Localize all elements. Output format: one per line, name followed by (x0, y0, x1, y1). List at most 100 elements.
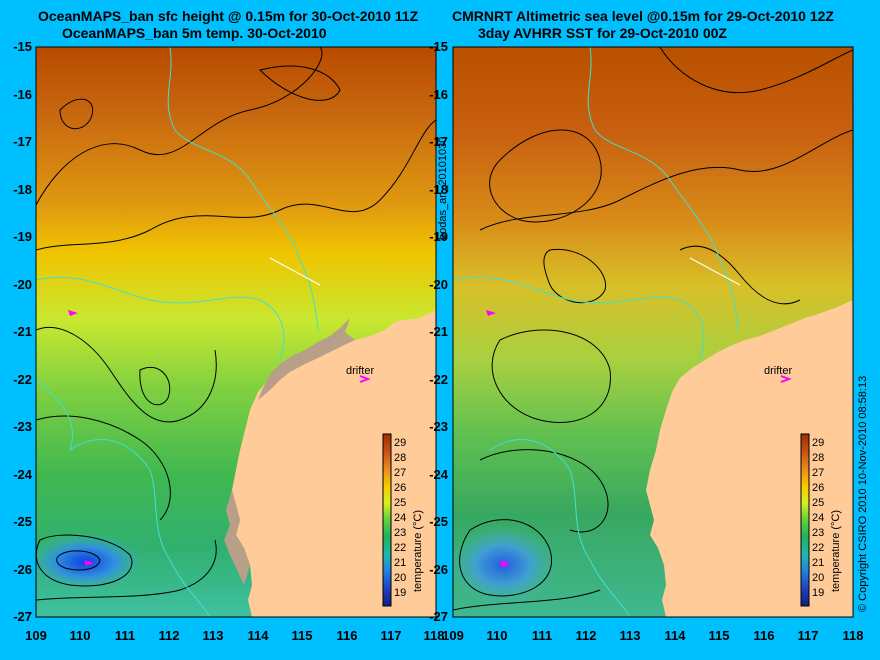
right-title-line1: CMRNRT Altimetric sea level @0.15m for 2… (452, 8, 834, 24)
right-panel-title: CMRNRT Altimetric sea level @0.15m for 2… (452, 8, 834, 42)
y-tick-label: -20 (429, 277, 448, 292)
x-tick-label: 113 (619, 628, 641, 643)
right-map-frame (452, 46, 854, 618)
x-tick-label: 115 (708, 628, 730, 643)
x-tick-label: 112 (575, 628, 597, 643)
colorbar-tick: 20 (812, 572, 825, 584)
y-tick-label: -17 (13, 134, 32, 149)
colorbar-tick: 20 (394, 572, 407, 584)
colorbar-tick: 27 (812, 467, 825, 479)
colorbar-tick: 23 (812, 527, 825, 539)
left-colorbar (382, 433, 392, 607)
x-tick-label: 115 (291, 628, 313, 643)
left-map-frame (35, 46, 437, 618)
y-tick-label: -15 (429, 39, 448, 54)
colorbar-tick: 22 (394, 542, 407, 554)
colorbar-tick: 29 (812, 437, 825, 449)
left-height-contours (36, 47, 436, 601)
left-drifter-marker-south (84, 560, 94, 566)
right-drifter-label: drifter (764, 365, 793, 377)
y-tick-label: -20 (13, 277, 32, 292)
colorbar-tick: 19 (394, 587, 407, 599)
y-tick-label: -21 (429, 324, 448, 339)
left-colorbar-label: temperature (°C) (412, 509, 424, 592)
y-tick-label: -16 (13, 87, 32, 102)
right-colorbar (800, 433, 810, 607)
left-title-line2: OceanMAPS_ban 5m temp. 30-Oct-2010 (62, 25, 327, 41)
left-title-line1: OceanMAPS_ban sfc height @ 0.15m for 30-… (38, 8, 419, 24)
x-tick-label: 116 (753, 628, 775, 643)
colorbar-tick: 24 (394, 512, 407, 524)
colorbar-tick: 28 (394, 452, 407, 464)
right-map (453, 47, 853, 617)
right-drifter-marker-north (486, 310, 496, 316)
x-tick-label: 118 (842, 628, 864, 643)
colorbar-tick: 22 (812, 542, 825, 554)
x-tick-label: 113 (202, 628, 224, 643)
right-drifter-arrow (780, 375, 792, 383)
y-tick-label: -26 (429, 562, 448, 577)
left-drifter-arrow (359, 375, 371, 383)
x-tick-label: 110 (69, 628, 91, 643)
left-drifter-marker-north (68, 310, 78, 316)
x-tick-label: 112 (158, 628, 180, 643)
y-tick-label: -26 (13, 562, 32, 577)
right-height-contours (453, 47, 853, 611)
y-tick-label: -27 (13, 609, 32, 624)
colorbar-tick: 27 (394, 467, 407, 479)
left-panel-title: OceanMAPS_ban sfc height @ 0.15m for 30-… (38, 8, 418, 42)
y-tick-label: -25 (13, 514, 32, 529)
y-tick-label: -23 (13, 419, 32, 434)
y-tick-label: -19 (13, 229, 32, 244)
x-tick-label: 117 (797, 628, 819, 643)
colorbar-tick: 29 (394, 437, 407, 449)
left-coastal-band (258, 318, 355, 400)
colorbar-tick: 21 (812, 557, 825, 569)
x-tick-label: 111 (114, 628, 136, 643)
y-tick-label: -27 (429, 609, 448, 624)
colorbar-tick: 26 (812, 482, 825, 494)
right-cyan-contours (453, 47, 739, 617)
side-label: bodas_an_20101030 (437, 136, 449, 240)
right-colorbar-label: temperature (°C) (830, 509, 842, 592)
x-tick-label: 118 (423, 628, 445, 643)
copyright-label: © Copyright CSIRO 2010 10-Nov-2010 08:58… (857, 375, 869, 612)
colorbar-tick: 25 (812, 497, 825, 509)
y-tick-label: -24 (429, 467, 448, 482)
colorbar-tick: 26 (394, 482, 407, 494)
right-drifter-marker-south (500, 560, 510, 568)
y-tick-label: -22 (13, 372, 32, 387)
y-tick-label: -17 (429, 134, 448, 149)
left-drifter-label: drifter (346, 365, 375, 377)
y-tick-label: -16 (429, 87, 448, 102)
x-tick-label: 109 (442, 628, 464, 643)
x-tick-label: 109 (25, 628, 47, 643)
x-tick-label: 117 (380, 628, 402, 643)
colorbar-tick: 24 (812, 512, 825, 524)
y-tick-label: -23 (429, 419, 448, 434)
y-tick-label: -18 (429, 182, 448, 197)
left-cyan-contours (36, 47, 319, 617)
right-title-line2: 3day AVHRR SST for 29-Oct-2010 00Z (478, 25, 727, 41)
x-tick-label: 116 (336, 628, 358, 643)
y-tick-label: -18 (13, 182, 32, 197)
y-tick-label: -24 (13, 467, 32, 482)
y-tick-label: -15 (13, 39, 32, 54)
y-tick-label: -22 (429, 372, 448, 387)
x-tick-label: 114 (247, 628, 269, 643)
colorbar-tick: 25 (394, 497, 407, 509)
y-tick-label: -25 (429, 514, 448, 529)
y-tick-label: -21 (13, 324, 32, 339)
left-drifter-track (269, 257, 321, 286)
right-drifter-track (689, 257, 741, 286)
x-tick-label: 110 (486, 628, 508, 643)
colorbar-tick: 23 (394, 527, 407, 539)
x-tick-label: 111 (531, 628, 553, 643)
y-tick-label: -19 (429, 229, 448, 244)
left-map (36, 47, 436, 617)
colorbar-tick: 19 (812, 587, 825, 599)
colorbar-tick: 28 (812, 452, 825, 464)
colorbar-tick: 21 (394, 557, 407, 569)
left-coastal-band-south (224, 490, 250, 585)
